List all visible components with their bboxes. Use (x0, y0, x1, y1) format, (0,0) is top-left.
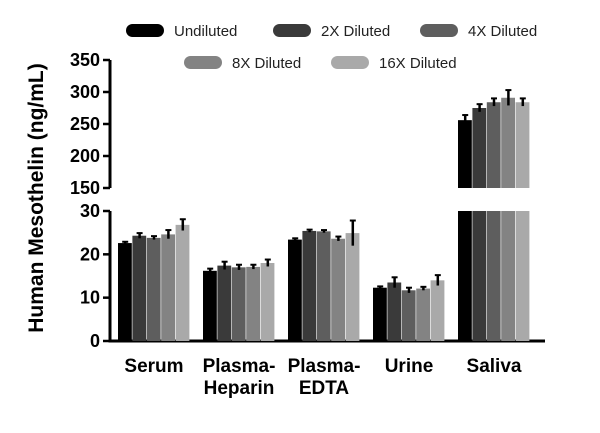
bar (486, 102, 501, 188)
bar (217, 265, 232, 341)
bar (416, 288, 430, 341)
bar (146, 237, 161, 341)
bar (472, 108, 487, 188)
category-label: Plasma- (203, 356, 276, 377)
y-tick-label-upper: 200 (70, 146, 100, 166)
bar (501, 97, 515, 188)
bar (458, 120, 472, 188)
legend-swatch (331, 56, 369, 69)
bar-lower-segment (501, 211, 515, 341)
y-tick-label-lower: 30 (80, 201, 100, 221)
y-tick-label-upper: 300 (70, 82, 100, 102)
bar-lower-segment (486, 211, 501, 341)
bar (331, 238, 345, 341)
legend-swatch (273, 24, 311, 37)
category-label: Heparin (204, 378, 275, 399)
bars (118, 89, 530, 341)
bar-lower-segment (472, 211, 487, 341)
bar (302, 230, 317, 341)
legend-label: Undiluted (174, 23, 237, 40)
y-tick-label-upper: 350 (70, 50, 100, 70)
bar (175, 224, 190, 341)
bar (515, 102, 530, 188)
bar-lower-segment (515, 211, 530, 341)
y-tick-label-upper: 150 (70, 178, 100, 198)
category-label: Plasma- (288, 356, 361, 377)
bar-lower-segment (458, 211, 472, 341)
bar (203, 270, 217, 341)
legend-swatch (126, 24, 164, 37)
bar (161, 234, 175, 341)
category-label: Saliva (467, 356, 522, 377)
legend-label: 16X Diluted (379, 55, 457, 72)
bar (118, 243, 132, 341)
y-tick-label-lower: 0 (90, 331, 100, 351)
bar (231, 267, 246, 341)
legend-swatch (420, 24, 458, 37)
bar (288, 239, 302, 341)
y-tick-label-lower: 10 (80, 288, 100, 308)
legend-swatch (184, 56, 222, 69)
bar (373, 287, 387, 341)
bar (132, 235, 147, 341)
legend-label: 8X Diluted (232, 55, 301, 72)
y-axis-title-group: Human Mesothelin (ng/mL) (25, 63, 48, 333)
bar (430, 280, 445, 341)
bar (316, 231, 331, 341)
y-tick-label-upper: 250 (70, 114, 100, 134)
category-label: Urine (385, 356, 434, 377)
bar (345, 233, 360, 341)
bar (401, 290, 416, 341)
category-label: EDTA (299, 378, 350, 399)
bar (387, 282, 402, 341)
y-tick-label-lower: 20 (80, 244, 100, 264)
category-label: Serum (124, 356, 183, 377)
bar (260, 263, 275, 341)
y-axis-title: Human Mesothelin (ng/mL) (25, 63, 48, 333)
legend-label: 2X Diluted (321, 23, 390, 40)
legend-label: 4X Diluted (468, 23, 537, 40)
legend: Undiluted 2X Diluted 4X Diluted 8X Diluted 1… (126, 23, 537, 72)
bar (246, 266, 260, 341)
